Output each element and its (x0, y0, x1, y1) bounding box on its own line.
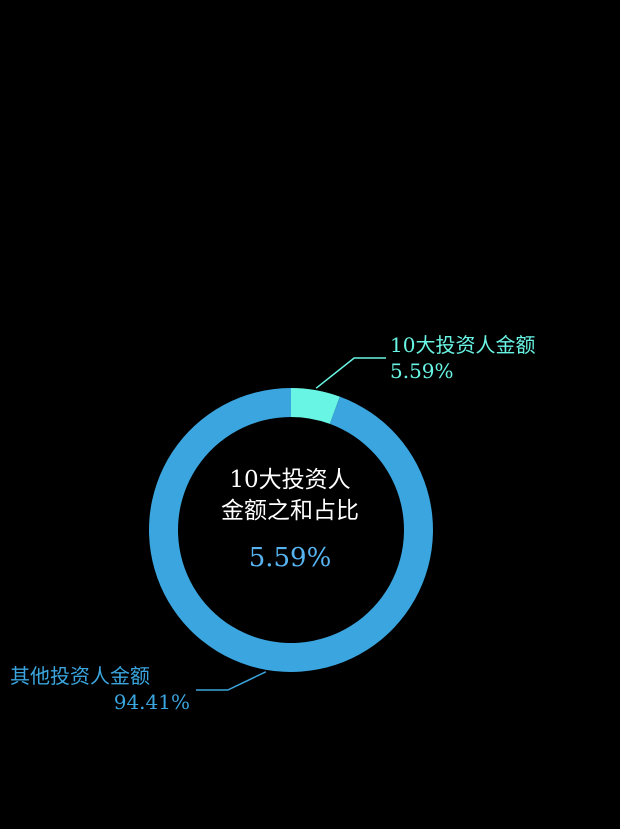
slice-label-top10-value: 5.59% (390, 359, 454, 383)
leader-line-1 (196, 671, 267, 691)
center-title-line-1: 10大投资人 (229, 467, 351, 493)
slice-label-others-value: 94.41% (113, 690, 190, 714)
center-percentage: 5.59% (248, 543, 332, 573)
donut-slice-0 (291, 388, 340, 424)
slice-label-others-name: 其他投资人金额 (10, 664, 150, 688)
slice-label-top10-name: 10大投资人金额 (390, 333, 536, 357)
donut-slice-1 (148, 387, 433, 672)
leader-line-0 (315, 357, 386, 389)
center-title-line-2: 金额之和占比 (221, 498, 359, 524)
